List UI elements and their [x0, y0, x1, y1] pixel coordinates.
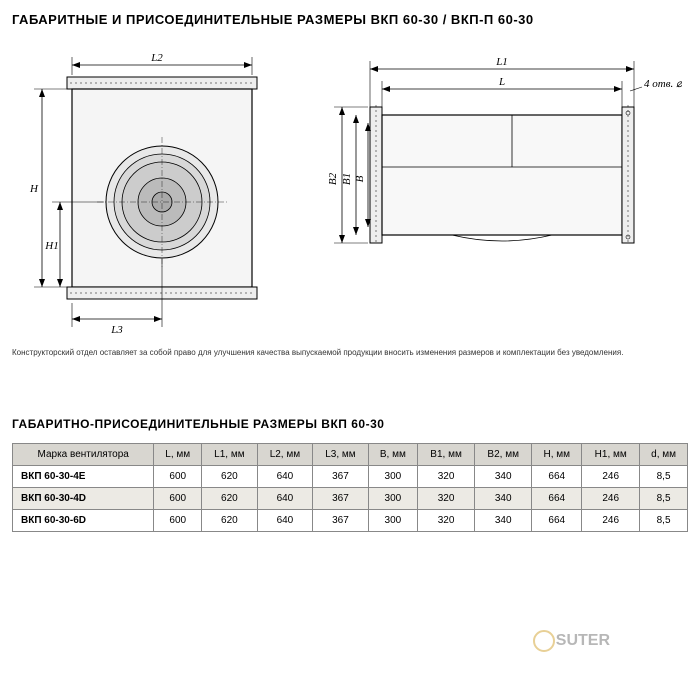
table-col-header: Марка вентилятора: [13, 444, 154, 466]
value-cell: 300: [368, 466, 417, 488]
value-cell: 8,5: [640, 510, 688, 532]
table-col-header: B1, мм: [418, 444, 475, 466]
value-cell: 320: [418, 466, 475, 488]
value-cell: 640: [257, 466, 313, 488]
model-cell: ВКП 60-30-4D: [13, 488, 154, 510]
table-row: ВКП 60-30-6D6006206403673003203406642468…: [13, 510, 688, 532]
front-view-svg: L2 H: [12, 47, 292, 337]
table-col-header: H, мм: [532, 444, 582, 466]
value-cell: 640: [257, 510, 313, 532]
value-cell: 340: [475, 510, 532, 532]
front-view-drawing: L2 H: [12, 47, 292, 340]
table-header: Марка вентилятораL, ммL1, ммL2, ммL3, мм…: [13, 444, 688, 466]
dim-b2: B2: [327, 172, 339, 185]
value-cell: 246: [582, 466, 640, 488]
table-col-header: L2, мм: [257, 444, 313, 466]
value-cell: 620: [202, 466, 258, 488]
table-col-header: L1, мм: [202, 444, 258, 466]
dim-h1: H1: [44, 240, 58, 252]
dim-l1: L1: [495, 56, 508, 68]
value-cell: 8,5: [640, 488, 688, 510]
table-col-header: L, мм: [154, 444, 202, 466]
value-cell: 300: [368, 510, 417, 532]
value-cell: 664: [532, 466, 582, 488]
dimensions-table: Марка вентилятораL, ммL1, ммL2, ммL3, мм…: [12, 443, 688, 532]
value-cell: 620: [202, 510, 258, 532]
dim-h: H: [29, 183, 39, 195]
value-cell: 340: [475, 488, 532, 510]
value-cell: 320: [418, 510, 475, 532]
side-view-svg: L1 L 4 отв. ⌀ d: [322, 47, 682, 297]
model-cell: ВКП 60-30-4E: [13, 466, 154, 488]
dim-b: B: [354, 175, 366, 182]
value-cell: 367: [313, 510, 369, 532]
dim-holes: 4 отв. ⌀ d: [644, 78, 682, 90]
model-cell: ВКП 60-30-6D: [13, 510, 154, 532]
value-cell: 300: [368, 488, 417, 510]
dim-b1: B1: [341, 173, 353, 185]
table-col-header: d, мм: [640, 444, 688, 466]
table-col-header: B, мм: [368, 444, 417, 466]
page-title: ГАБАРИТНЫЕ И ПРИСОЕДИНИТЕЛЬНЫЕ РАЗМЕРЫ В…: [12, 12, 688, 27]
table-col-header: B2, мм: [475, 444, 532, 466]
value-cell: 340: [475, 466, 532, 488]
dim-l3: L3: [110, 324, 123, 336]
value-cell: 246: [582, 510, 640, 532]
disclaimer-note: Конструкторский отдел оставляет за собой…: [12, 348, 688, 357]
table-col-header: H1, мм: [582, 444, 640, 466]
value-cell: 367: [313, 488, 369, 510]
dim-l: L: [498, 76, 505, 88]
drawings-container: L2 H: [12, 47, 688, 340]
value-cell: 600: [154, 510, 202, 532]
value-cell: 246: [582, 488, 640, 510]
table-body: ВКП 60-30-4E6006206403673003203406642468…: [13, 466, 688, 532]
value-cell: 320: [418, 488, 475, 510]
value-cell: 664: [532, 510, 582, 532]
table-row: ВКП 60-30-4E6006206403673003203406642468…: [13, 466, 688, 488]
value-cell: 600: [154, 466, 202, 488]
table-title: ГАБАРИТНО-ПРИСОЕДИНИТЕЛЬНЫЕ РАЗМЕРЫ ВКП …: [12, 417, 688, 431]
side-view-drawing: L1 L 4 отв. ⌀ d: [322, 47, 682, 300]
value-cell: 600: [154, 488, 202, 510]
value-cell: 620: [202, 488, 258, 510]
value-cell: 664: [532, 488, 582, 510]
watermark-text: SUTER: [556, 632, 610, 650]
table-col-header: L3, мм: [313, 444, 369, 466]
value-cell: 8,5: [640, 466, 688, 488]
value-cell: 367: [313, 466, 369, 488]
table-row: ВКП 60-30-4D6006206403673003203406642468…: [13, 488, 688, 510]
value-cell: 640: [257, 488, 313, 510]
watermark-icon: [533, 630, 555, 652]
dim-l2: L2: [150, 52, 163, 64]
